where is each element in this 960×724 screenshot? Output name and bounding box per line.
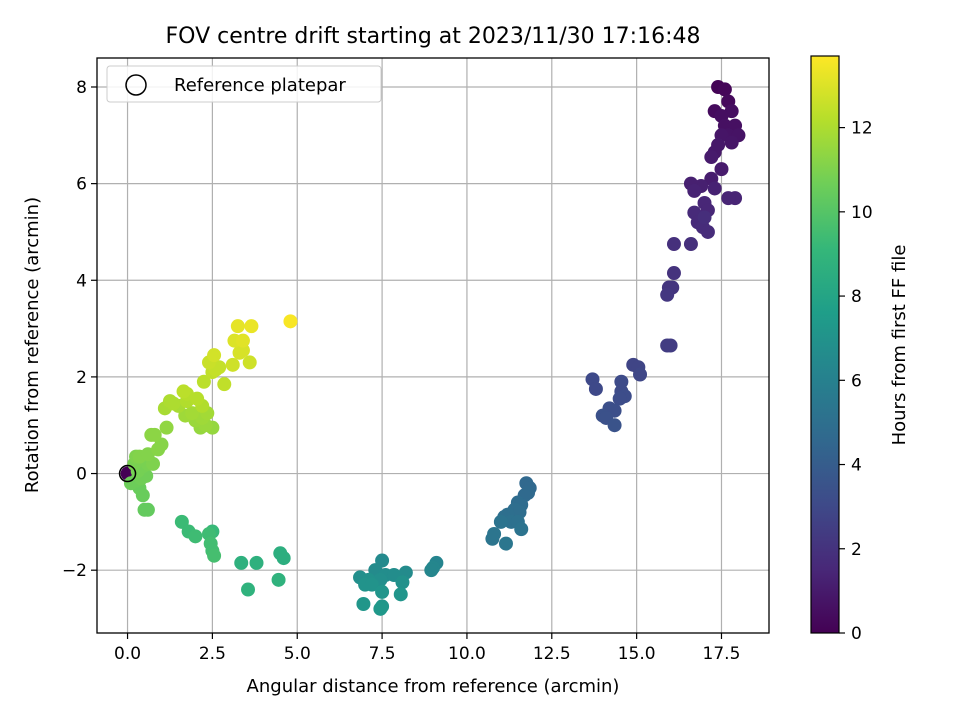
data-point [159, 420, 174, 435]
data-point [196, 374, 211, 389]
data-point [242, 355, 257, 370]
data-point [364, 577, 379, 592]
data-point [375, 584, 390, 599]
data-point [588, 381, 603, 396]
x-tick-label: 0.0 [114, 644, 141, 664]
data-point [283, 314, 298, 329]
data-point [234, 555, 249, 570]
y-tick-label: −2 [62, 561, 87, 581]
data-point [683, 237, 698, 252]
colorbar-tick-label: 4 [851, 456, 862, 476]
colorbar-tick-label: 8 [851, 287, 862, 307]
data-point [235, 343, 250, 358]
colorbar-ticks: 0 2 4 6 8 10 12 [839, 119, 873, 644]
data-point [395, 575, 410, 590]
legend-label: Reference platepar [174, 75, 346, 96]
data-point [276, 551, 291, 566]
colorbar: 0 2 4 6 8 10 12 Hours from first FF file [810, 55, 910, 644]
data-point [498, 536, 513, 551]
x-axis-ticks: 0.0 2.5 5.0 7.5 10.0 12.5 15.0 17.5 [114, 633, 740, 664]
data-point [207, 348, 222, 363]
y-tick-label: 0 [76, 465, 87, 485]
data-point [424, 563, 439, 578]
data-point [176, 384, 191, 399]
data-point [717, 82, 732, 97]
data-point [188, 529, 203, 544]
data-point [185, 406, 200, 421]
data-point [700, 224, 715, 239]
data-point [207, 548, 222, 563]
colorbar-tick-label: 2 [851, 540, 862, 560]
colorbar-gradient [810, 55, 840, 634]
data-point [721, 191, 736, 206]
data-point [241, 582, 256, 597]
data-point [225, 357, 240, 372]
data-point [666, 266, 681, 281]
x-tick-label: 10.0 [448, 644, 486, 664]
chart-title: FOV centre drift starting at 2023/11/30 … [166, 24, 701, 49]
x-tick-label: 7.5 [369, 644, 396, 664]
data-point [687, 183, 702, 198]
y-tick-label: 4 [76, 271, 87, 291]
data-point [514, 522, 529, 537]
data-point [244, 319, 259, 334]
data-point [704, 150, 719, 165]
data-point [162, 394, 177, 409]
colorbar-tick-label: 0 [851, 624, 862, 644]
y-tick-label: 6 [76, 175, 87, 195]
reference-marker [118, 464, 137, 483]
data-point [147, 427, 162, 442]
data-point [393, 587, 408, 602]
y-tick-label: 8 [76, 78, 87, 98]
data-point [356, 597, 371, 612]
data-point [249, 555, 264, 570]
data-point [140, 502, 155, 517]
data-point [714, 162, 729, 177]
legend-marker-icon [125, 74, 147, 96]
x-tick-label: 5.0 [284, 644, 311, 664]
data-point [707, 181, 722, 196]
data-point [485, 531, 500, 546]
data-point [493, 514, 508, 529]
data-point [235, 333, 250, 348]
x-tick-label: 12.5 [533, 644, 571, 664]
y-axis-label: Rotation from reference (arcmin) [22, 197, 43, 493]
data-point [612, 391, 627, 406]
legend: Reference platepar [106, 65, 382, 103]
x-tick-label: 17.5 [703, 644, 741, 664]
y-tick-label: 2 [76, 368, 87, 388]
colorbar-label: Hours from first FF file [889, 245, 910, 446]
x-tick-label: 15.0 [618, 644, 656, 664]
data-point [607, 418, 622, 433]
y-axis-ticks: −2 0 2 4 6 8 [62, 78, 97, 581]
data-point [271, 572, 286, 587]
legend-box [106, 65, 382, 103]
x-axis-label: Angular distance from reference (arcmin) [247, 676, 620, 697]
reference-point [118, 464, 137, 483]
data-point [666, 237, 681, 252]
colorbar-tick-label: 12 [851, 119, 873, 139]
plot-frame [96, 57, 770, 634]
data-point [660, 287, 675, 302]
data-point [217, 377, 232, 392]
data-point [373, 601, 388, 616]
data-point [663, 338, 678, 353]
x-tick-label: 2.5 [199, 644, 226, 664]
colorbar-tick-label: 10 [851, 203, 873, 223]
data-point [724, 135, 739, 150]
data-point [614, 374, 629, 389]
colorbar-tick-label: 6 [851, 371, 862, 391]
data-points [120, 79, 746, 616]
data-point [633, 367, 648, 382]
data-point [697, 210, 712, 225]
data-point [230, 319, 245, 334]
